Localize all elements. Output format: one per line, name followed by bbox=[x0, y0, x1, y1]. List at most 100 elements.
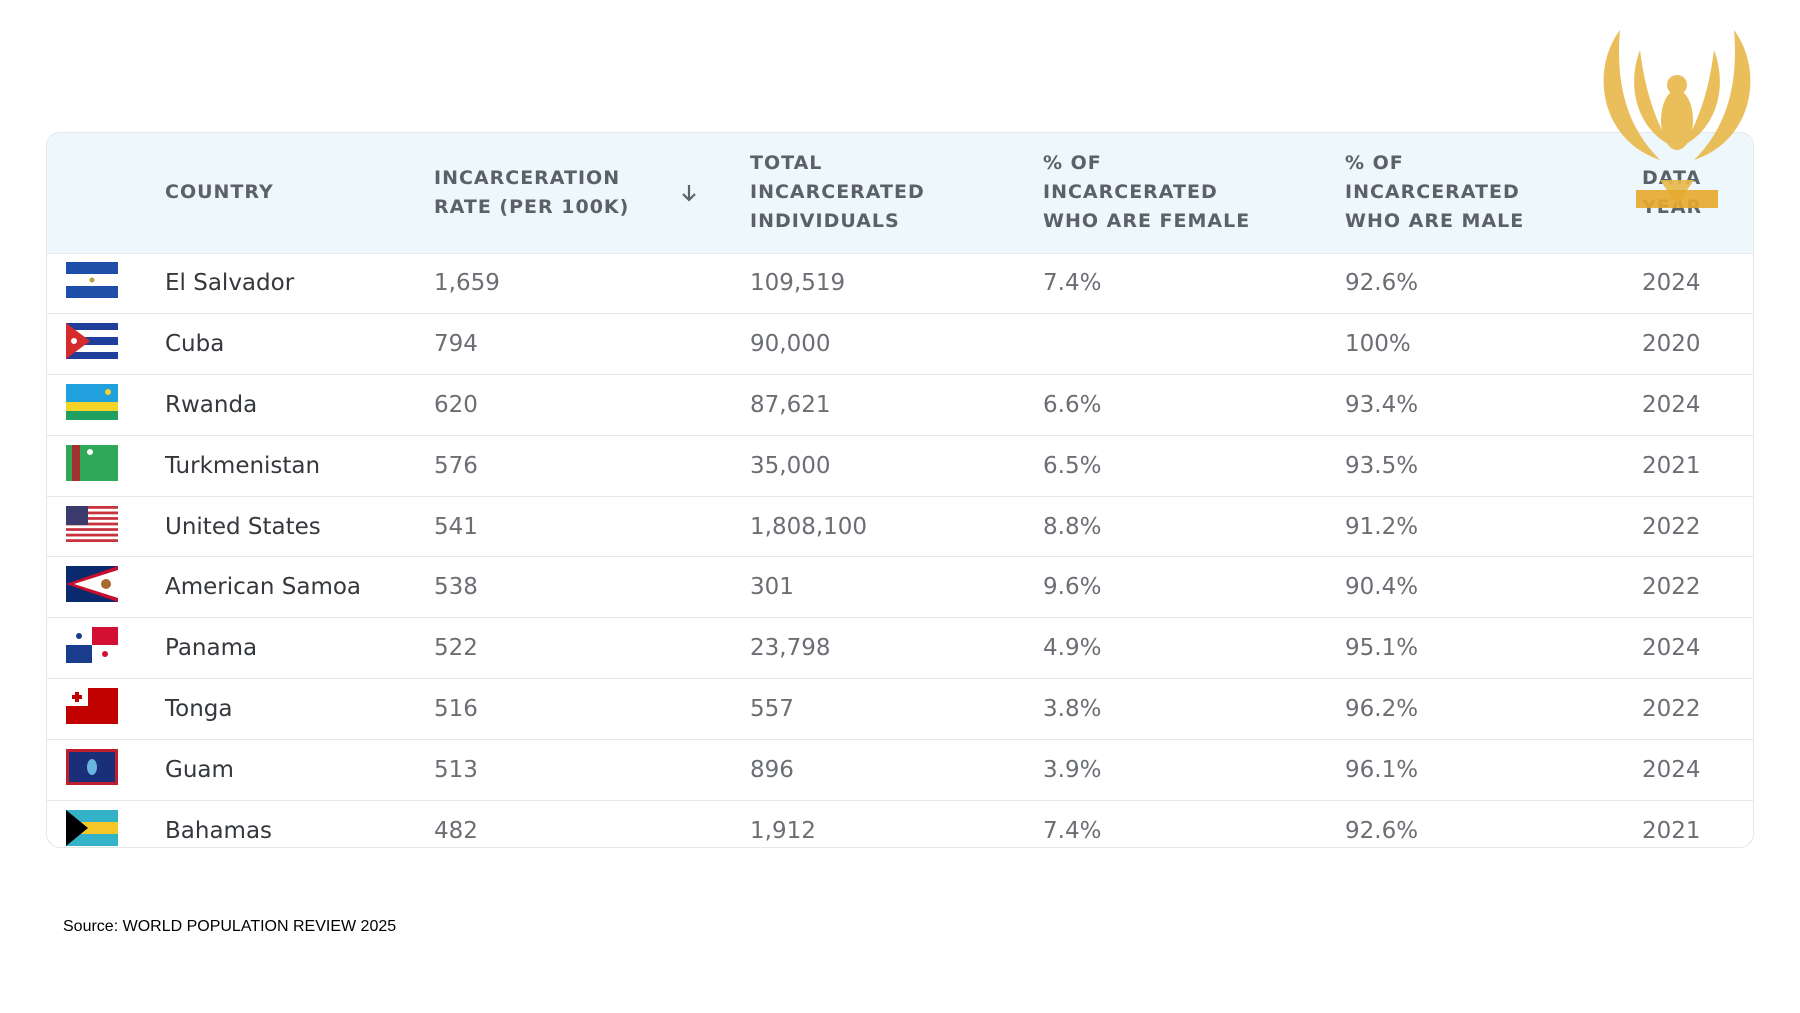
flag-icon bbox=[66, 566, 118, 603]
country-name: Turkmenistan bbox=[165, 452, 321, 479]
flag-icon bbox=[66, 262, 118, 299]
header-text: % OF INCARCERATED WHO ARE MALE bbox=[1345, 152, 1525, 233]
table-cell: 2024 bbox=[1642, 391, 1701, 418]
table-cell: 576 bbox=[434, 452, 478, 479]
table-cell: 90,000 bbox=[750, 331, 831, 358]
column-header: TOTAL INCARCERATED INDIVIDUALS bbox=[750, 133, 1043, 253]
table-cell: 513 bbox=[434, 756, 478, 783]
table-cell: 92.6% bbox=[1345, 270, 1419, 297]
table-cell: 109,519 bbox=[750, 270, 846, 297]
flag-icon bbox=[66, 687, 118, 724]
flag-cell bbox=[47, 739, 165, 800]
table-cell: 35,000 bbox=[750, 452, 831, 479]
header-text: % OF INCARCERATED WHO ARE FEMALE bbox=[1043, 152, 1251, 233]
table-cell: 9.6% bbox=[1043, 574, 1102, 601]
flag-cell bbox=[47, 800, 165, 847]
table-cell: 90.4% bbox=[1345, 574, 1419, 601]
table-cell: 96.2% bbox=[1345, 695, 1419, 722]
header-text: INCARCERATION RATE (PER 100K) bbox=[434, 166, 630, 218]
header-text: TOTAL INCARCERATED INDIVIDUALS bbox=[750, 152, 925, 233]
table-cell: 100% bbox=[1345, 331, 1411, 358]
column-header: % OF INCARCERATED WHO ARE MALE bbox=[1345, 133, 1642, 253]
table-cell: 2024 bbox=[1642, 756, 1701, 783]
table-cell: 1,912 bbox=[750, 817, 816, 844]
flag-icon bbox=[66, 323, 118, 360]
table-cell: 2021 bbox=[1642, 452, 1701, 479]
table-cell: 91.2% bbox=[1345, 513, 1419, 540]
flag-cell bbox=[47, 496, 165, 557]
table-cell: 3.8% bbox=[1043, 695, 1102, 722]
flag-cell bbox=[47, 435, 165, 496]
table-body: El Salvador 1,659 109,519 7.4% 92.6% 2024 Cuba… bbox=[47, 253, 1753, 847]
table-cell: 92.6% bbox=[1345, 817, 1419, 844]
table-row: Guam 513 896 3.9% 96.1% 2024 bbox=[47, 739, 1753, 800]
watermark-logo bbox=[1603, 30, 1751, 208]
country-name: Cuba bbox=[165, 331, 225, 358]
header-text: COUNTRY bbox=[165, 181, 274, 204]
country-name: El Salvador bbox=[165, 270, 295, 297]
flag-icon bbox=[66, 627, 118, 664]
table-row: Turkmenistan 576 35,000 6.5% 93.5% 2021 bbox=[47, 435, 1753, 496]
table-cell: 2021 bbox=[1642, 817, 1701, 844]
flag-header bbox=[47, 133, 165, 253]
table-cell: 794 bbox=[434, 331, 478, 358]
table-cell: 2024 bbox=[1642, 270, 1701, 297]
table-cell: 2022 bbox=[1642, 513, 1701, 540]
flag-icon bbox=[66, 444, 118, 481]
flag-cell bbox=[47, 557, 165, 618]
flag-cell bbox=[47, 618, 165, 679]
country-name: United States bbox=[165, 513, 321, 540]
table-cell: 6.6% bbox=[1043, 391, 1102, 418]
table-cell: 482 bbox=[434, 817, 478, 844]
table-cell bbox=[1043, 314, 1345, 375]
table-cell: 538 bbox=[434, 574, 478, 601]
country-name: Panama bbox=[165, 635, 258, 662]
flag-icon bbox=[66, 505, 118, 542]
table-row: Rwanda 620 87,621 6.6% 93.4% 2024 bbox=[47, 374, 1753, 436]
sort-icon[interactable] bbox=[680, 183, 698, 203]
table-cell: 620 bbox=[434, 391, 478, 418]
header-row: COUNTRY INCARCERATION RATE (PER 100K) TOTA… bbox=[47, 133, 1753, 253]
flag-cell bbox=[47, 679, 165, 740]
table-cell: 2024 bbox=[1642, 635, 1701, 662]
table-cell: 541 bbox=[434, 513, 478, 540]
flag-icon bbox=[66, 383, 118, 420]
table-row: Cuba 794 90,000 100% 2020 bbox=[47, 313, 1753, 375]
table-cell: 8.8% bbox=[1043, 513, 1102, 540]
table-cell: 2022 bbox=[1642, 574, 1701, 601]
flag-cell bbox=[47, 375, 165, 436]
data-table: COUNTRY INCARCERATION RATE (PER 100K) TOTA… bbox=[46, 132, 1754, 848]
flag-cell bbox=[47, 314, 165, 375]
table-cell: 23,798 bbox=[750, 635, 831, 662]
table-cell: 93.5% bbox=[1345, 452, 1419, 479]
country-name: Tonga bbox=[165, 695, 233, 722]
table-row: Tonga 516 557 3.8% 96.2% 2022 bbox=[47, 678, 1753, 740]
table-cell: 1,659 bbox=[434, 270, 500, 297]
flag-icon bbox=[66, 748, 118, 785]
table-cell: 7.4% bbox=[1043, 270, 1102, 297]
table: COUNTRY INCARCERATION RATE (PER 100K) TOTA… bbox=[47, 133, 1753, 847]
country-name: Rwanda bbox=[165, 391, 258, 418]
table-row: Bahamas 482 1,912 7.4% 92.6% 2021 bbox=[47, 800, 1753, 847]
country-name: Guam bbox=[165, 756, 234, 783]
column-header: INCARCERATION RATE (PER 100K) bbox=[434, 133, 750, 253]
table-cell: 522 bbox=[434, 635, 478, 662]
table-row: El Salvador 1,659 109,519 7.4% 92.6% 2024 bbox=[47, 253, 1753, 314]
table-cell: 516 bbox=[434, 695, 478, 722]
flag-icon bbox=[66, 809, 118, 846]
flag-cell bbox=[47, 253, 165, 314]
table-cell: 96.1% bbox=[1345, 756, 1419, 783]
column-header: % OF INCARCERATED WHO ARE FEMALE bbox=[1043, 133, 1345, 253]
table-cell: 7.4% bbox=[1043, 817, 1102, 844]
country-name: American Samoa bbox=[165, 574, 362, 601]
table-cell: 93.4% bbox=[1345, 391, 1419, 418]
table-cell: 6.5% bbox=[1043, 452, 1102, 479]
country-name: Bahamas bbox=[165, 817, 273, 844]
table-row: American Samoa 538 301 9.6% 90.4% 2022 bbox=[47, 556, 1753, 618]
column-header: COUNTRY bbox=[165, 133, 434, 253]
table-cell: 2022 bbox=[1642, 695, 1701, 722]
source-note: Source: WORLD POPULATION REVIEW 2025 bbox=[63, 918, 397, 935]
table-row: Panama 522 23,798 4.9% 95.1% 2024 bbox=[47, 617, 1753, 679]
table-cell: 87,621 bbox=[750, 391, 831, 418]
